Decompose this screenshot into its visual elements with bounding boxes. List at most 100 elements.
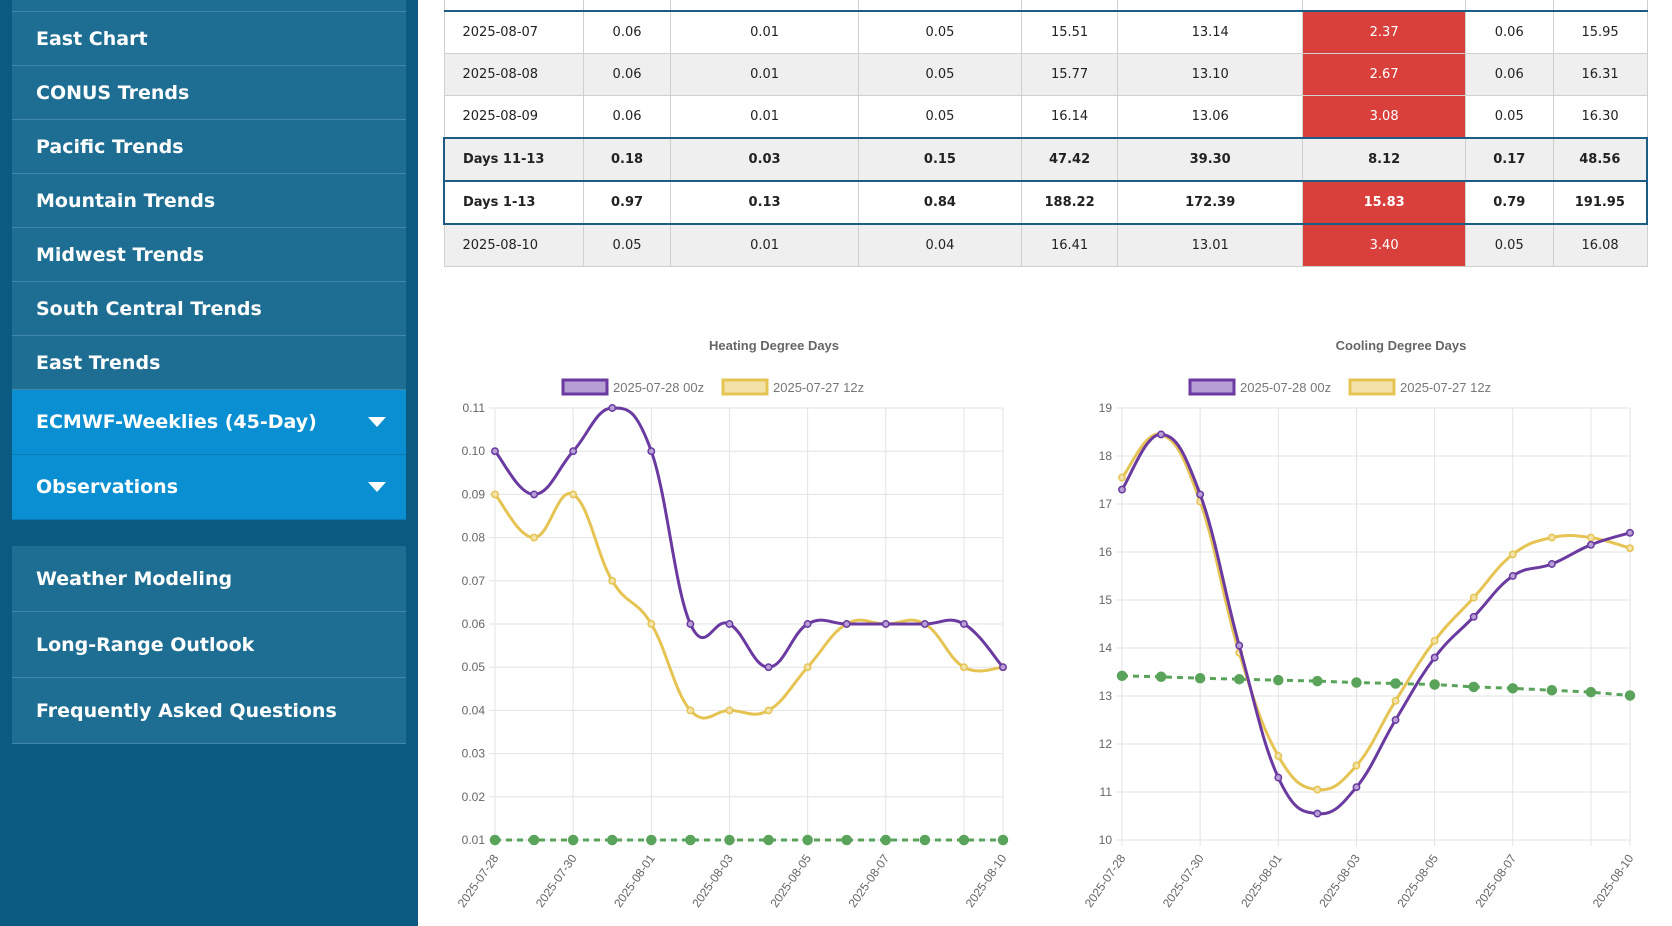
data-point xyxy=(1313,785,1322,794)
y-tick-label: 0.05 xyxy=(462,660,486,674)
data-point xyxy=(842,620,851,628)
sidebar-item-long-range-outlook[interactable]: Long-Range Outlook xyxy=(12,612,406,678)
table-cell: 0.18 xyxy=(582,137,672,182)
y-tick-label: 0.06 xyxy=(462,617,486,631)
data-point xyxy=(1430,653,1439,662)
data-point xyxy=(1429,679,1440,690)
sidebar-item-pacific-trends[interactable]: Pacific Trends xyxy=(12,120,406,174)
cdd-chart-svg: Cooling Degree Days 2025-07-28 00z 2025-07… xyxy=(1082,338,1637,910)
sidebar: East Chart CONUS Trends Pacific Trends M… xyxy=(0,0,418,926)
data-point xyxy=(1274,752,1283,760)
data-point xyxy=(920,620,929,628)
table-cell: 48.56 xyxy=(1552,137,1648,182)
sidebar-item-south-central-trends[interactable]: South Central Trends xyxy=(12,282,406,336)
sidebar-item-midwest-trends[interactable]: Midwest Trends xyxy=(12,228,406,282)
series-line-2 xyxy=(1121,674,1631,698)
sidebar-item-weather-modeling[interactable]: Weather Modeling xyxy=(12,546,406,612)
sidebar-item-label: Mountain Trends xyxy=(36,189,216,212)
table-cell: 16.41 xyxy=(1021,223,1118,267)
x-tick-label: 2025-08-07 xyxy=(1473,851,1520,910)
y-tick-label: 0.07 xyxy=(462,574,486,588)
data-point xyxy=(959,620,968,628)
data-point xyxy=(1194,672,1206,684)
sidebar-dropdown-ecmwf-weeklies[interactable]: ECMWF-Weeklies (45-Day) xyxy=(12,390,406,455)
x-tick-label: 2025-08-03 xyxy=(1316,851,1363,910)
table-cell: 0.06 xyxy=(1464,10,1554,54)
table-cell xyxy=(670,0,859,12)
legend-swatch xyxy=(721,378,769,396)
data-point xyxy=(489,834,501,846)
sidebar-item-mountain-trends[interactable]: Mountain Trends xyxy=(12,174,406,228)
y-tick-label: 0.01 xyxy=(462,833,486,847)
legend-label: 2025-07-28 00z xyxy=(1240,380,1331,395)
table-cell: 0.13 xyxy=(670,180,859,225)
x-tick-label: 2025-08-07 xyxy=(846,851,893,910)
data-point xyxy=(491,447,499,456)
table-cell: 0.01 xyxy=(670,53,859,96)
x-tick-label: 2025-08-05 xyxy=(1394,851,1441,910)
data-point xyxy=(1274,773,1283,782)
table-cell: 0.05 xyxy=(1464,223,1554,267)
table-cell: 15.51 xyxy=(1021,10,1118,54)
legend-swatch xyxy=(561,378,609,396)
table-cell: 172.39 xyxy=(1116,180,1304,225)
data-point xyxy=(1547,533,1556,542)
table-cell: 0.97 xyxy=(582,180,672,225)
x-tick-label: 2025-08-01 xyxy=(1238,851,1285,910)
x-tick-label: 2025-08-10 xyxy=(1590,851,1637,910)
data-point xyxy=(1313,809,1322,818)
y-tick-label: 10 xyxy=(1099,833,1113,847)
sidebar-item-label: Long-Range Outlook xyxy=(36,633,255,656)
data-point xyxy=(958,834,970,846)
table-cell: 0.01 xyxy=(670,95,859,139)
data-point xyxy=(646,834,657,846)
sidebar-item-label: East Chart xyxy=(36,27,148,50)
data-point xyxy=(1469,593,1478,602)
table-cell: 16.08 xyxy=(1552,223,1648,267)
sidebar-dropdown-observations[interactable]: Observations xyxy=(12,455,406,520)
sidebar-item-clipped[interactable] xyxy=(12,0,406,12)
data-point xyxy=(567,834,579,846)
table-cell-date: Days 11-13 xyxy=(442,137,584,182)
data-point xyxy=(1351,677,1362,688)
sidebar-item-faq[interactable]: Frequently Asked Questions xyxy=(12,678,406,744)
trends-nav-group: East Chart CONUS Trends Pacific Trends M… xyxy=(12,0,406,520)
table-cell-date: 2025-08-07 xyxy=(443,10,584,54)
data-point xyxy=(1155,671,1167,683)
table-cell: 3.08 xyxy=(1302,95,1466,139)
data-point xyxy=(841,834,852,846)
legend-label: 2025-07-27 12z xyxy=(773,380,864,395)
table-cell: 13.01 xyxy=(1116,223,1304,267)
data-point xyxy=(530,533,539,542)
secondary-nav-group: Weather Modeling Long-Range Outlook Freq… xyxy=(12,546,406,744)
sidebar-item-east-chart[interactable]: East Chart xyxy=(12,12,406,66)
table-cell xyxy=(1552,0,1648,12)
sidebar-item-east-trends[interactable]: East Trends xyxy=(12,336,406,390)
data-point xyxy=(959,663,968,672)
data-point xyxy=(1507,683,1519,694)
y-tick-label: 0.11 xyxy=(463,401,486,415)
data-point xyxy=(724,834,735,846)
data-point xyxy=(1626,544,1634,553)
sidebar-item-conus-trends[interactable]: CONUS Trends xyxy=(12,66,406,120)
table-cell: 0.05 xyxy=(857,95,1023,139)
table-row: 2025-08-07 0.06 0.01 0.05 15.51 13.14 2.37 0.06… xyxy=(443,10,1648,54)
y-tick-label: 17 xyxy=(1099,497,1113,511)
x-tick-label: 2025-07-30 xyxy=(1160,851,1207,910)
table-row: 2025-08-09 0.06 0.01 0.05 16.14 13.06 3.08 0.05… xyxy=(443,95,1648,139)
data-point xyxy=(1352,761,1361,770)
table-cell xyxy=(1464,0,1554,12)
sidebar-item-label: Frequently Asked Questions xyxy=(36,699,337,722)
data-point xyxy=(997,834,1009,846)
x-tick-label: 2025-08-03 xyxy=(689,851,736,910)
legend-label: 2025-07-27 12z xyxy=(1400,380,1491,395)
x-tick-label: 2025-07-28 xyxy=(1082,851,1129,910)
data-point xyxy=(999,663,1007,672)
data-point xyxy=(1233,673,1245,685)
sidebar-item-label: East Trends xyxy=(36,351,161,374)
data-point xyxy=(647,447,656,456)
table-cell: 13.14 xyxy=(1116,10,1304,54)
data-point xyxy=(1116,670,1128,682)
sidebar-item-label: ECMWF-Weeklies (45-Day) xyxy=(36,411,317,433)
data-point xyxy=(1468,681,1479,693)
